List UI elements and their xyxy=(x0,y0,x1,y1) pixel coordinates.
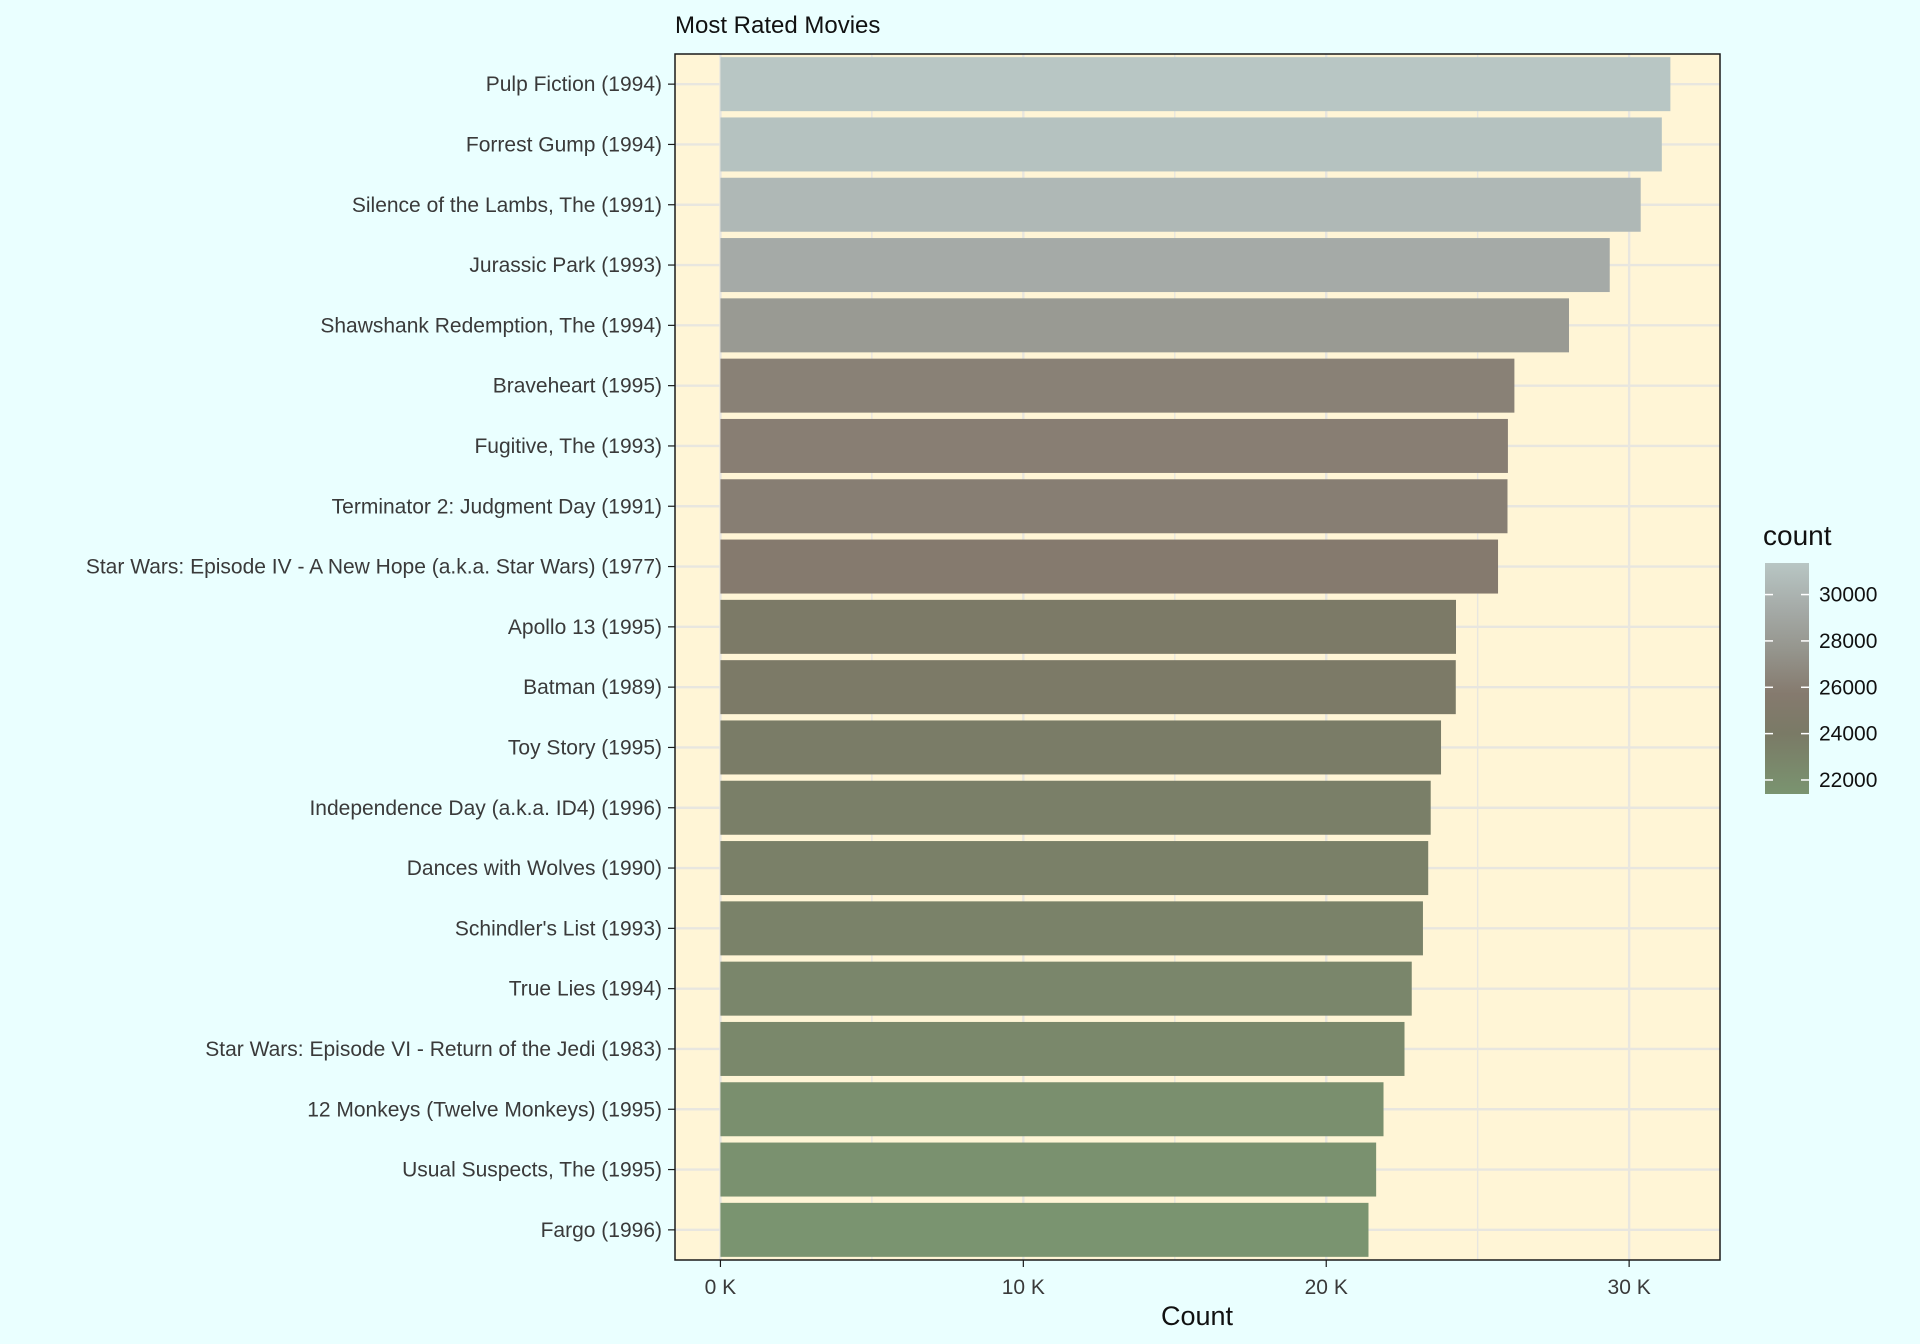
x-tick-label: 0 K xyxy=(705,1276,737,1299)
y-tick-label: Silence of the Lambs, The (1991) xyxy=(352,194,662,217)
y-tick-label: Forrest Gump (1994) xyxy=(466,133,662,156)
y-tick-label: Schindler's List (1993) xyxy=(455,917,662,940)
bar xyxy=(720,238,1610,293)
y-tick-label: 12 Monkeys (Twelve Monkeys) (1995) xyxy=(307,1098,662,1121)
bar xyxy=(720,780,1431,835)
bar xyxy=(720,901,1423,956)
bar xyxy=(720,358,1515,413)
y-tick-label: True Lies (1994) xyxy=(509,978,662,1001)
bar xyxy=(720,298,1570,353)
bar xyxy=(720,479,1508,534)
y-tick-label: Toy Story (1995) xyxy=(508,736,662,759)
y-axis-labels: Pulp Fiction (1994) Forrest Gump (1994) Si… xyxy=(86,73,675,1242)
x-axis-title: Count xyxy=(1161,1301,1234,1331)
bar xyxy=(720,961,1412,1016)
y-tick-label: Batman (1989) xyxy=(523,676,662,699)
bar xyxy=(720,841,1429,896)
legend-title: count xyxy=(1763,520,1832,551)
bar xyxy=(720,1021,1405,1076)
x-tick-label: 20 K xyxy=(1305,1276,1348,1299)
bar xyxy=(720,720,1442,775)
legend-ticks: 30000 28000 26000 24000 22000 xyxy=(1765,584,1877,792)
bar xyxy=(720,1142,1377,1197)
bar-group xyxy=(720,57,1671,1257)
plot-panel xyxy=(675,54,1720,1260)
bar xyxy=(720,539,1499,594)
bar xyxy=(720,1082,1384,1137)
y-tick-label: Apollo 13 (1995) xyxy=(508,616,662,639)
bar xyxy=(720,418,1508,473)
y-tick-label: Star Wars: Episode IV - A New Hope (a.k.… xyxy=(86,556,662,579)
legend-label: 30000 xyxy=(1819,584,1877,607)
bar xyxy=(720,177,1641,232)
bar xyxy=(720,57,1671,112)
bar xyxy=(720,599,1456,654)
y-tick-label: Fargo (1996) xyxy=(541,1219,662,1242)
bar xyxy=(720,117,1662,172)
y-tick-label: Fugitive, The (1993) xyxy=(474,435,662,458)
plot-border xyxy=(674,53,1721,1261)
legend-label: 26000 xyxy=(1819,676,1877,699)
y-tick-label: Independence Day (a.k.a. ID4) (1996) xyxy=(309,797,662,820)
y-tick-label: Pulp Fiction (1994) xyxy=(486,73,662,96)
x-axis-labels: 0 K 10 K 20 K 30 K xyxy=(705,1260,1651,1299)
bar xyxy=(720,660,1456,715)
chart-title: Most Rated Movies xyxy=(675,12,880,39)
y-tick-label: Usual Suspects, The (1995) xyxy=(402,1159,662,1182)
legend: count 30000 28000 26000 24000 22000 xyxy=(1763,520,1877,794)
y-tick-label: Jurassic Park (1993) xyxy=(469,254,662,277)
legend-label: 22000 xyxy=(1819,769,1877,792)
legend-label: 24000 xyxy=(1819,723,1877,746)
x-tick-label: 30 K xyxy=(1608,1276,1651,1299)
bar xyxy=(720,1202,1369,1257)
legend-label: 28000 xyxy=(1819,630,1877,653)
y-tick-label: Shawshank Redemption, The (1994) xyxy=(320,314,662,337)
legend-colorbar xyxy=(1765,563,1809,794)
y-tick-label: Dances with Wolves (1990) xyxy=(407,857,662,880)
x-tick-label: 10 K xyxy=(1002,1276,1045,1299)
y-tick-label: Braveheart (1995) xyxy=(493,375,662,398)
y-tick-label: Terminator 2: Judgment Day (1991) xyxy=(332,495,662,518)
y-tick-label: Star Wars: Episode VI - Return of the Je… xyxy=(205,1038,662,1061)
